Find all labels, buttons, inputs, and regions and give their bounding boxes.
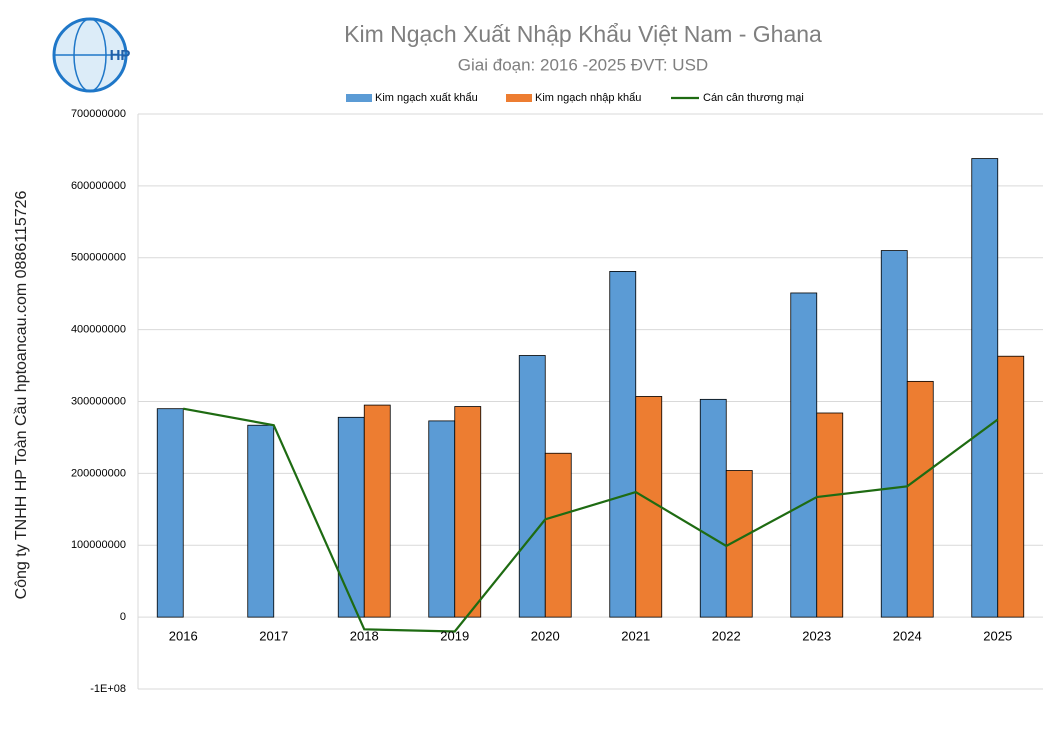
bar — [156, 408, 184, 618]
x-tick-label: 2017 — [259, 629, 288, 644]
bar — [544, 452, 572, 618]
legend-label: Cán cân thương mại — [703, 92, 804, 104]
bar — [609, 271, 637, 618]
bar — [518, 355, 546, 618]
x-tick-label: 2025 — [983, 629, 1012, 644]
bar — [337, 416, 365, 618]
y-tick-label: 200000000 — [71, 467, 126, 479]
x-tick-label: 2019 — [440, 629, 469, 644]
y-tick-label: -1E+08 — [90, 683, 126, 695]
y-tick-label: 400000000 — [71, 324, 126, 336]
x-tick-label: 2023 — [802, 629, 831, 644]
x-tick-label: 2024 — [893, 629, 922, 644]
x-tick-label: 2021 — [621, 629, 650, 644]
x-tick-label: 2020 — [531, 629, 560, 644]
x-tick-label: 2018 — [350, 629, 379, 644]
chart-subtitle: Giai đoạn: 2016 -2025 ĐVT: USD — [458, 55, 708, 74]
bar — [816, 412, 844, 618]
legend-label: Kim ngạch xuất khẩu — [375, 92, 478, 104]
x-tick-label: 2022 — [712, 629, 741, 644]
bar — [971, 158, 999, 618]
x-tick-label: 2016 — [169, 629, 198, 644]
bar — [454, 406, 482, 618]
chart-title: Kim Ngạch Xuất Nhập Khẩu Việt Nam - Ghan… — [344, 21, 822, 47]
y-tick-label: 600000000 — [71, 180, 126, 192]
bar — [428, 420, 456, 618]
legend-swatch — [506, 94, 532, 102]
bar — [363, 404, 391, 618]
bar — [635, 396, 663, 618]
bar — [880, 250, 908, 618]
y-tick-label: 500000000 — [71, 252, 126, 264]
bar — [790, 292, 818, 618]
y-tick-label: 700000000 — [71, 108, 126, 120]
y-tick-label: 300000000 — [71, 395, 126, 407]
bar — [997, 355, 1025, 618]
legend-label: Kim ngạch nhập khẩu — [535, 92, 641, 104]
logo-text: HP — [110, 47, 131, 64]
logo: HP — [52, 17, 131, 93]
bar — [906, 380, 934, 618]
bar — [699, 398, 727, 618]
y-tick-label: 100000000 — [71, 539, 126, 551]
y-tick-label: 0 — [120, 611, 126, 623]
line — [183, 407, 999, 633]
bar — [247, 424, 275, 618]
legend-swatch — [346, 94, 372, 102]
watermark: Công ty TNHH HP Toàn Cầu hptoancau.com 0… — [13, 190, 30, 599]
